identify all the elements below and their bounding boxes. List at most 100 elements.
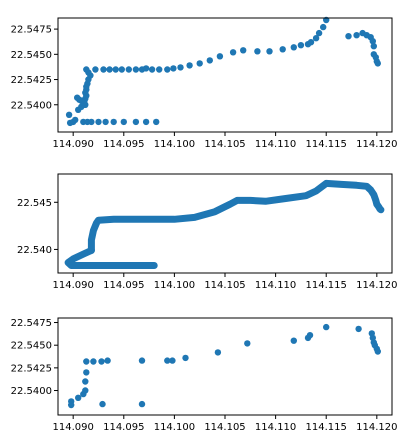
x-tick-label: 114.090 [53, 139, 94, 150]
data-point [132, 66, 140, 73]
plot-area-bottom [68, 323, 381, 409]
plot-area-middle [64, 179, 385, 269]
data-point [112, 66, 119, 73]
x-tick-label: 114.115 [306, 139, 347, 150]
data-point [83, 66, 90, 73]
axes-frame-middle [57, 173, 393, 274]
data-point [98, 358, 105, 365]
line-panel-middle: 114.090 114.095 114.100 114.105 114.110 114.1… [17, 173, 397, 291]
y-tick-label: 22.5425 [11, 363, 52, 374]
x-tick-label: 114.090 [53, 422, 94, 433]
y-tick-label: 22.5475 [11, 318, 52, 329]
data-point [132, 118, 140, 126]
data-point [90, 358, 97, 365]
y-tick-label: 22.540 [17, 245, 52, 256]
data-point [323, 323, 330, 331]
data-point [169, 357, 176, 364]
data-point [369, 38, 376, 45]
data-point [290, 337, 297, 344]
x-tick-label: 114.090 [53, 280, 94, 291]
y-tick-label: 22.5450 [11, 50, 52, 61]
data-point [297, 42, 305, 49]
scatter-panel-top: 114.090 114.095 114.100 114.105 114.110 114.1… [11, 16, 397, 150]
data-point [182, 354, 189, 362]
series-line-0 [64, 246, 158, 269]
data-point [92, 66, 99, 73]
x-tick-label: 114.100 [154, 280, 195, 291]
data-point [374, 60, 381, 67]
x-tick-label: 114.110 [255, 422, 296, 433]
data-point [266, 48, 273, 55]
data-point [353, 32, 360, 39]
x-tick-label: 114.120 [356, 139, 397, 150]
data-point [125, 66, 132, 73]
data-point [320, 23, 327, 31]
data-point [186, 62, 193, 69]
data-point [138, 400, 146, 408]
data-point [206, 57, 213, 64]
data-point [315, 29, 323, 37]
x-tick-label: 114.095 [103, 139, 144, 150]
y-tick-label: 22.5475 [11, 25, 52, 36]
x-tick-label: 114.110 [255, 280, 296, 291]
data-point [214, 349, 222, 356]
x-tick-label: 114.105 [204, 422, 245, 433]
x-tick-label: 114.100 [154, 139, 195, 150]
data-point [170, 65, 177, 72]
plot-area-top [65, 16, 381, 127]
x-tick-label: 114.115 [306, 422, 347, 433]
series-line-1 [87, 179, 385, 254]
data-point [279, 46, 286, 53]
y-tick-label: 22.545 [17, 198, 52, 209]
data-point [102, 118, 109, 126]
data-point [99, 400, 106, 408]
data-point [82, 378, 89, 385]
x-tick-label: 114.105 [204, 280, 245, 291]
axes-frame-bottom [57, 317, 393, 416]
y-tick-label: 22.5450 [11, 341, 52, 352]
data-point [83, 369, 90, 376]
data-point [72, 116, 79, 124]
axes-frame-top [57, 17, 393, 133]
data-point [148, 66, 156, 73]
x-tick-label: 114.100 [154, 422, 195, 433]
data-point [156, 66, 163, 73]
data-point [142, 65, 150, 72]
data-point [75, 394, 82, 401]
data-point [216, 53, 224, 60]
data-point [355, 325, 362, 333]
data-point [370, 43, 377, 50]
data-point [164, 66, 171, 73]
y-tick-label: 22.5400 [11, 100, 52, 111]
data-point [244, 340, 251, 347]
data-point [83, 358, 90, 365]
x-tick-label: 114.120 [356, 280, 397, 291]
data-point [240, 47, 247, 54]
data-point [68, 401, 75, 409]
data-point [142, 118, 150, 126]
data-point [290, 44, 297, 51]
data-point [95, 118, 102, 126]
data-point [153, 118, 160, 126]
data-point [306, 332, 314, 339]
data-point [312, 35, 320, 42]
data-point [120, 118, 128, 126]
data-point [177, 64, 184, 71]
data-point [82, 387, 89, 394]
data-point [88, 118, 95, 126]
data-point [345, 33, 352, 40]
data-point [104, 357, 111, 364]
x-tick-label: 114.095 [103, 422, 144, 433]
x-tick-label: 114.105 [204, 139, 245, 150]
y-tick-label: 22.5400 [11, 386, 52, 397]
data-point [100, 66, 107, 73]
data-point [196, 60, 203, 67]
data-point [307, 39, 315, 46]
data-point [106, 66, 113, 73]
x-tick-label: 114.095 [103, 280, 144, 291]
data-point [254, 48, 261, 55]
data-point [374, 348, 381, 355]
y-tick-label: 22.5425 [11, 75, 52, 86]
data-point [229, 49, 237, 56]
